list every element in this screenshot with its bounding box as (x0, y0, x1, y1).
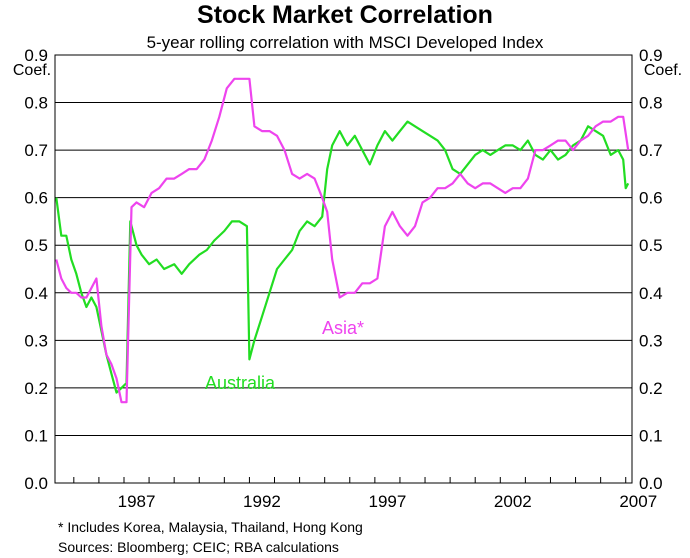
asia-series-label: Asia* (322, 318, 364, 338)
y-tick-label-left: 0.0 (24, 474, 48, 493)
y-tick-label-right: 0.1 (639, 426, 663, 445)
y-tick-label-right: 0.2 (639, 379, 663, 398)
y-tick-label-right: 0.4 (639, 284, 663, 303)
series-line-australia (55, 120, 630, 394)
y-tick-label-left: 0.1 (24, 426, 48, 445)
gridlines (55, 54, 632, 483)
y-axis-label-right: Coef. (644, 62, 682, 79)
y-tick-label-left: 0.7 (24, 141, 48, 160)
y-tick-label-left: 0.9 (24, 46, 48, 65)
series-lines (55, 77, 630, 404)
plot-frame (54, 54, 633, 484)
y-tick-label-right: 0.0 (639, 474, 663, 493)
x-tick-label: 1992 (243, 492, 281, 511)
x-tick-label: 2002 (494, 492, 532, 511)
y-axis-label-left: Coef. (13, 62, 51, 79)
y-tick-label-right: 0.6 (639, 189, 663, 208)
y-tick-label-left: 0.5 (24, 236, 48, 255)
y-tick-label-right: 0.7 (639, 141, 663, 160)
x-tick-label: 1987 (118, 492, 156, 511)
y-tick-label-right: 0.3 (639, 331, 663, 350)
series-line-asia (55, 77, 630, 404)
y-tick-label-left: 0.8 (24, 94, 48, 113)
y-tick-label-left: 0.2 (24, 379, 48, 398)
tick-labels: 0.0 0.0 0.1 0.1 0.2 0.2 0.3 0.3 0.4 0.4 0.5 0.5 0.6 0… (24, 46, 662, 511)
sources-note: Sources: Bloomberg; CEIC; RBA calculatio… (58, 539, 339, 555)
y-tick-label-left: 0.3 (24, 331, 48, 350)
x-tick-label: 2007 (619, 492, 657, 511)
chart-subtitle: 5-year rolling correlation with MSCI Dev… (147, 33, 544, 52)
y-tick-label-left: 0.6 (24, 189, 48, 208)
footnote: * Includes Korea, Malaysia, Thailand, Ho… (58, 519, 363, 535)
y-tick-label-right: 0.5 (639, 236, 663, 255)
y-tick-label-left: 0.4 (24, 284, 48, 303)
y-tick-label-right: 0.9 (639, 46, 663, 65)
y-tick-label-right: 0.8 (639, 94, 663, 113)
australia-series-label: Australia (205, 373, 276, 393)
x-tick-label: 1997 (368, 492, 406, 511)
chart-title: Stock Market Correlation (197, 1, 493, 29)
